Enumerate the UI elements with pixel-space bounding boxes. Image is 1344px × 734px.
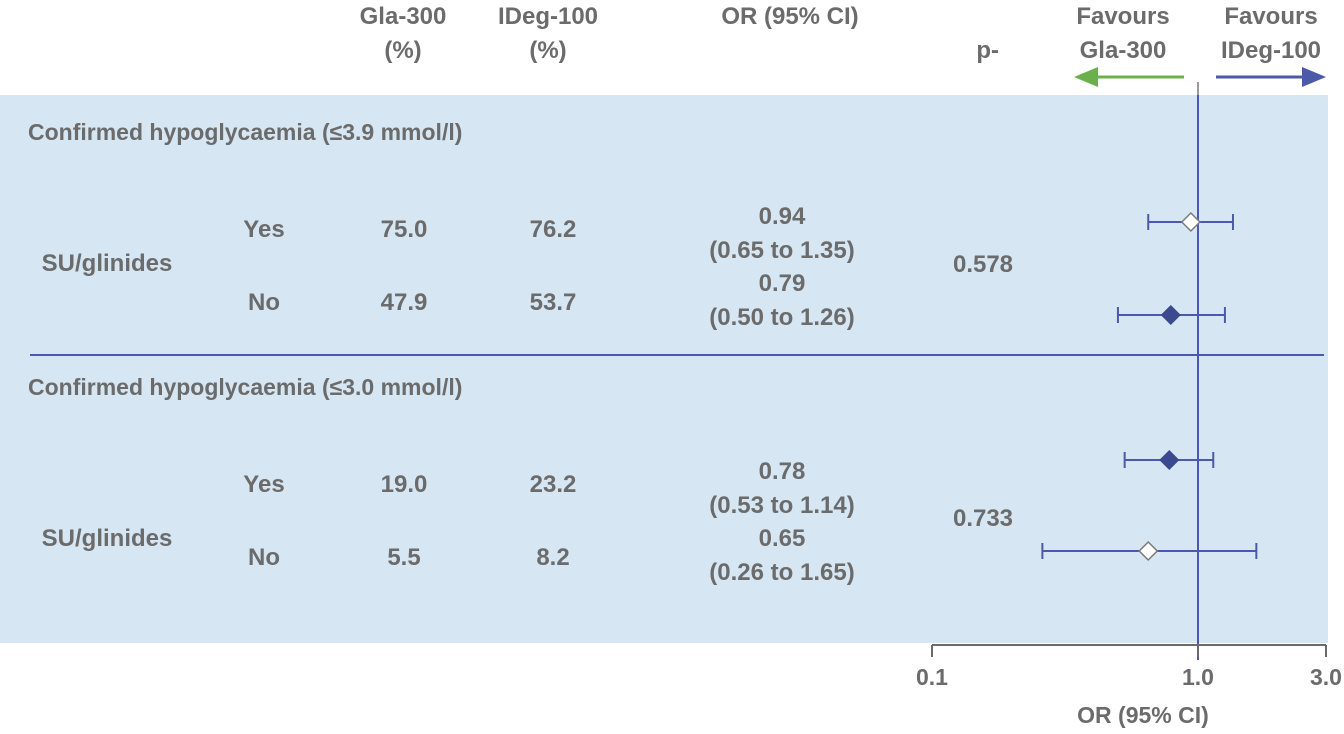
cell-ideg: 53.7 xyxy=(529,289,577,316)
or-value: 0.78 xyxy=(758,458,806,485)
header-p-line1: p- xyxy=(976,37,999,64)
header-favours-ideg100: Favours IDeg-100 xyxy=(1220,3,1322,64)
x-tick-label: 1.0 xyxy=(1182,664,1214,690)
or-point-marker xyxy=(1159,449,1180,471)
x-tick-label: 0.1 xyxy=(916,664,948,690)
group-label-1: SU/glinides xyxy=(41,250,173,277)
cell-ideg: 23.2 xyxy=(529,471,577,498)
x-tick-label: 3.0 xyxy=(1310,664,1342,690)
or-value: 0.79 xyxy=(758,270,806,297)
or-point-marker xyxy=(1138,540,1159,562)
favours-gla300-arrow-head xyxy=(1074,67,1098,87)
or-ci: (0.26 to 1.65) xyxy=(709,559,855,586)
header-favours-gla300: Favours Gla-300 xyxy=(1076,3,1170,64)
or-value: 0.94 xyxy=(758,203,806,230)
cell-or: 0.94 (0.65 to 1.35) xyxy=(682,200,882,268)
p-value-2: 0.733 xyxy=(952,505,1014,532)
cell-gla: 5.5 xyxy=(387,544,421,571)
or-ci: (0.53 to 1.14) xyxy=(709,492,855,519)
cell-or: 0.78 (0.53 to 1.14) xyxy=(682,455,882,523)
row-label: Yes xyxy=(243,471,285,498)
cell-gla: 47.9 xyxy=(380,289,428,316)
header-gla300: Gla-300 (%) xyxy=(359,3,447,64)
group-label-2: SU/glinides xyxy=(41,525,173,552)
row-label: Yes xyxy=(243,216,285,243)
cell-ideg: 8.2 xyxy=(536,544,570,571)
cell-or: 0.65 (0.26 to 1.65) xyxy=(682,522,882,590)
p-value-1: 0.578 xyxy=(952,251,1014,278)
x-axis-label: OR (95% CI) xyxy=(1077,702,1209,728)
cell-gla: 19.0 xyxy=(380,471,428,498)
section-divider xyxy=(30,354,1324,356)
header-ideg100: IDeg-100 (%) xyxy=(497,3,599,64)
or-point-marker xyxy=(1180,211,1201,233)
cell-ideg: 76.2 xyxy=(529,216,577,243)
row-label: No xyxy=(248,289,280,316)
row-label: No xyxy=(248,544,280,571)
section-title-2: Confirmed hypoglycaemia (≤3.0 mmol/l) xyxy=(28,374,463,400)
or-value: 0.65 xyxy=(758,525,806,552)
cell-gla: 75.0 xyxy=(380,216,428,243)
section-title-1: Confirmed hypoglycaemia (≤3.9 mmol/l) xyxy=(28,119,463,145)
or-ci: (0.65 to 1.35) xyxy=(709,237,855,264)
or-ci: (0.50 to 1.26) xyxy=(709,304,855,331)
favours-ideg100-arrow-head xyxy=(1302,67,1326,87)
header-or: OR (95% CI) xyxy=(721,3,859,30)
or-point-marker xyxy=(1160,304,1181,326)
cell-or: 0.79 (0.50 to 1.26) xyxy=(682,267,882,335)
